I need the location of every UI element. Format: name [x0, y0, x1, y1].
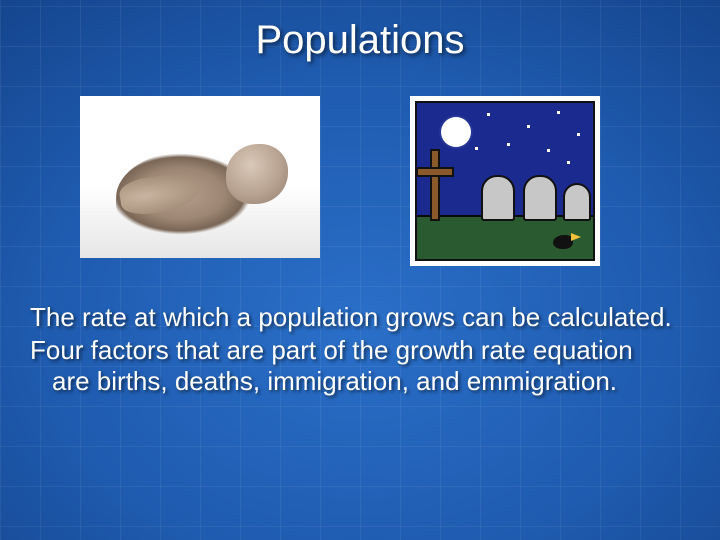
body-text: The rate at which a population grows can…: [30, 302, 674, 400]
star-icon: [547, 149, 550, 152]
star-icon: [487, 113, 490, 116]
paragraph-1: The rate at which a population grows can…: [30, 302, 674, 333]
image-row: [80, 96, 640, 266]
graveyard-scene: [415, 101, 595, 261]
graveyard-clipart: [410, 96, 600, 266]
moon-icon: [441, 117, 471, 147]
star-icon: [567, 161, 570, 164]
tombstone-icon: [563, 183, 591, 221]
star-icon: [475, 147, 478, 150]
star-icon: [577, 133, 580, 136]
baby-photo: [80, 96, 320, 258]
background-grid: [0, 0, 720, 540]
star-icon: [527, 125, 530, 128]
crow-icon: [553, 229, 583, 251]
tombstone-icon: [481, 175, 515, 221]
slide: Populations The ra: [0, 0, 720, 540]
slide-title: Populations: [0, 18, 720, 63]
tombstone-icon: [523, 175, 557, 221]
star-icon: [507, 143, 510, 146]
star-icon: [557, 111, 560, 114]
paragraph-2: Four factors that are part of the growth…: [30, 335, 674, 397]
